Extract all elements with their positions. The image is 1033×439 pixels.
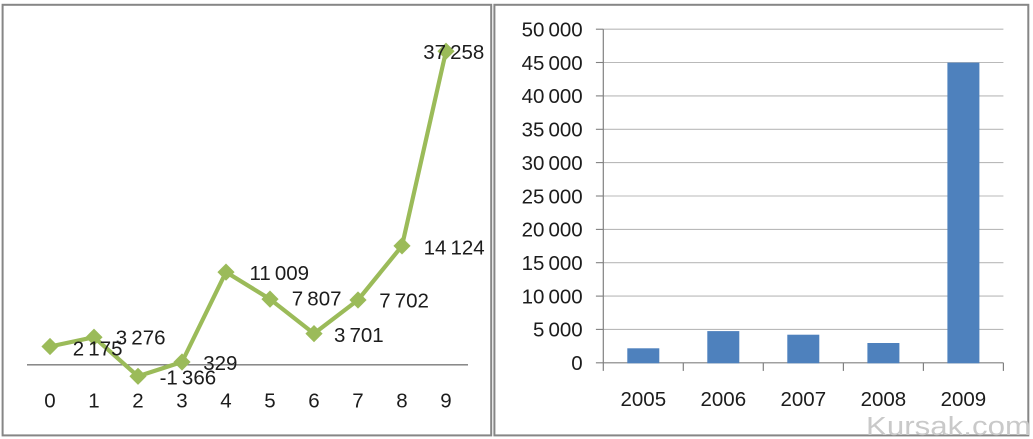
svg-text:3 701: 3 701	[334, 324, 384, 347]
svg-text:2009: 2009	[941, 388, 987, 411]
svg-text:35 000: 35 000	[522, 119, 583, 142]
svg-text:5: 5	[264, 389, 275, 412]
svg-text:0: 0	[571, 352, 582, 375]
svg-text:30 000: 30 000	[522, 152, 583, 175]
svg-text:2006: 2006	[700, 388, 746, 411]
svg-text:1: 1	[88, 389, 99, 412]
svg-text:7: 7	[352, 389, 363, 412]
svg-text:20 000: 20 000	[522, 219, 583, 242]
svg-text:45 000: 45 000	[522, 52, 583, 75]
svg-text:2007: 2007	[780, 388, 826, 411]
svg-text:8: 8	[396, 389, 407, 412]
svg-text:3: 3	[176, 389, 187, 412]
svg-text:2 175: 2 175	[73, 337, 123, 360]
svg-text:15 000: 15 000	[522, 252, 583, 275]
svg-text:2: 2	[132, 389, 143, 412]
svg-text:0: 0	[44, 389, 55, 412]
svg-text:9: 9	[440, 389, 451, 412]
svg-text:-1 366: -1 366	[160, 366, 217, 389]
svg-text:37 258: 37 258	[423, 41, 484, 64]
svg-text:5 000: 5 000	[533, 319, 583, 342]
svg-text:10 000: 10 000	[522, 285, 583, 308]
svg-text:14 124: 14 124	[424, 236, 485, 259]
svg-text:25 000: 25 000	[522, 185, 583, 208]
svg-text:40 000: 40 000	[522, 85, 583, 108]
svg-text:3 276: 3 276	[116, 327, 166, 350]
svg-text:50 000: 50 000	[522, 19, 583, 42]
svg-text:2005: 2005	[620, 388, 666, 411]
svg-text:7 702: 7 702	[379, 289, 429, 312]
svg-text:11 009: 11 009	[250, 262, 310, 285]
svg-text:4: 4	[220, 389, 231, 412]
svg-text:7 807: 7 807	[292, 288, 342, 311]
svg-text:Kursak.com: Kursak.com	[866, 413, 1031, 439]
svg-text:2008: 2008	[861, 388, 907, 411]
svg-text:6: 6	[308, 389, 319, 412]
svg-text:329: 329	[203, 352, 237, 375]
